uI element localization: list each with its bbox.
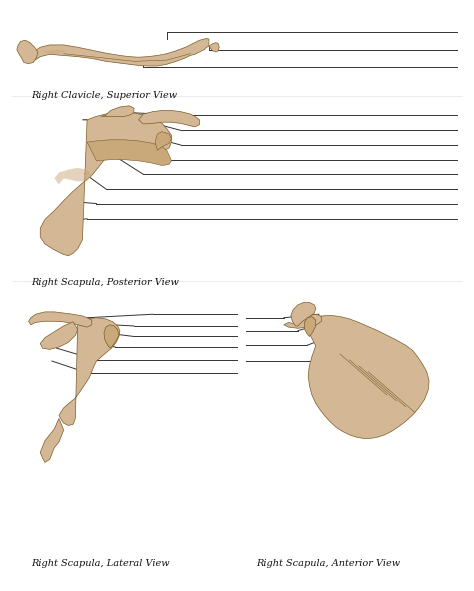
Polygon shape bbox=[304, 317, 316, 336]
Polygon shape bbox=[138, 111, 200, 127]
Polygon shape bbox=[302, 316, 429, 439]
Polygon shape bbox=[87, 140, 172, 165]
Text: Right Clavicle, Superior View: Right Clavicle, Superior View bbox=[31, 90, 177, 100]
Polygon shape bbox=[40, 322, 78, 349]
Polygon shape bbox=[155, 132, 172, 150]
Polygon shape bbox=[40, 112, 172, 256]
Polygon shape bbox=[101, 106, 134, 116]
Text: Right Scapula, Anterior View: Right Scapula, Anterior View bbox=[256, 559, 400, 568]
Polygon shape bbox=[40, 50, 68, 54]
Text: Right Scapula, Lateral View: Right Scapula, Lateral View bbox=[31, 559, 170, 568]
Polygon shape bbox=[104, 325, 119, 348]
Polygon shape bbox=[28, 312, 92, 327]
Polygon shape bbox=[59, 318, 120, 426]
Text: Right Scapula, Posterior View: Right Scapula, Posterior View bbox=[31, 278, 179, 287]
Polygon shape bbox=[17, 40, 38, 64]
Polygon shape bbox=[33, 38, 209, 66]
Polygon shape bbox=[209, 43, 219, 52]
Polygon shape bbox=[40, 418, 64, 462]
Polygon shape bbox=[291, 303, 316, 326]
Polygon shape bbox=[55, 168, 92, 184]
Polygon shape bbox=[284, 314, 321, 328]
